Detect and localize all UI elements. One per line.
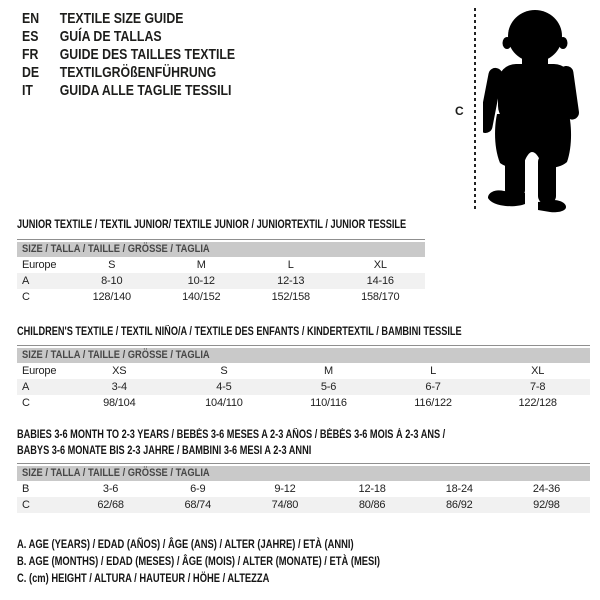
table-row: Europe S M L XL	[17, 257, 425, 273]
table-cell: 104/110	[205, 397, 243, 409]
language-row: FR GUIDE DES TAILLES TEXTILE	[22, 46, 235, 64]
row-label: B	[22, 483, 30, 495]
table-cell: XL	[373, 259, 387, 271]
language-title: TEXTILGRÖßENFÜHRUNG	[59, 64, 217, 81]
table-cell: 8-10	[101, 275, 123, 287]
language-code: ES	[22, 28, 39, 45]
footnote-c: C. (cm) HEIGHT / ALTURA / HAUTEUR / HÖHE…	[17, 571, 270, 585]
table-cell: XL	[531, 365, 545, 377]
table-row: A 8-10 10-12 12-13 14-16	[17, 273, 425, 289]
size-header-label: SIZE / TALLA / TAILLE / GRÖSSE / TAGLIA	[22, 349, 210, 361]
row-label: A	[22, 381, 30, 393]
language-code: IT	[22, 82, 33, 99]
table-cell: S	[108, 259, 116, 271]
table-cell: 128/140	[92, 291, 132, 303]
language-title: GUÍA DE TALLAS	[59, 28, 162, 45]
language-title: GUIDA ALLE TAGLIE TESSILI	[59, 82, 232, 99]
table-cell: 116/122	[414, 397, 452, 409]
language-row: EN TEXTILE SIZE GUIDE	[22, 10, 235, 28]
footnote-legend: A. AGE (YEARS) / EDAD (AÑOS) / ÂGE (ANS)…	[17, 536, 380, 587]
table-cell: 74/80	[271, 499, 299, 511]
language-code: FR	[22, 46, 39, 63]
table-row: Europe XS S M L XL	[17, 363, 590, 379]
row-label: C	[22, 397, 30, 409]
height-measure-dotted-line	[474, 8, 476, 212]
size-header-label: SIZE / TALLA / TAILLE / GRÖSSE / TAGLIA	[22, 243, 210, 255]
table-cell: 12-18	[358, 483, 386, 495]
table-cell: L	[430, 365, 437, 377]
table-cell: 14-16	[366, 275, 394, 287]
language-title-list: EN TEXTILE SIZE GUIDE ES GUÍA DE TALLAS …	[22, 10, 235, 100]
table-row: C 62/68 68/74 74/80 80/86 86/92 92/98	[17, 497, 590, 513]
language-row: ES GUÍA DE TALLAS	[22, 28, 235, 46]
row-label: C	[22, 499, 30, 511]
language-code: EN	[22, 10, 40, 27]
table-cell: 122/128	[518, 397, 557, 409]
table-cell: 9-12	[274, 483, 296, 495]
height-measure-label: C	[455, 104, 464, 118]
table-cell: 80/86	[358, 499, 386, 511]
size-header-bar: SIZE / TALLA / TAILLE / GRÖSSE / TAGLIA	[17, 466, 590, 481]
section-title-babies: BABIES 3-6 MONTH TO 2-3 YEARS / BEBÉS 3-…	[17, 429, 446, 457]
table-row: C 98/104 104/110 110/116 116/122 122/128	[17, 395, 590, 411]
row-label: C	[22, 291, 30, 303]
toddler-silhouette-icon	[483, 10, 579, 213]
language-title: TEXTILE SIZE GUIDE	[59, 10, 184, 27]
table-cell: S	[220, 365, 228, 377]
table-cell: 3-4	[111, 381, 128, 393]
row-label: Europe	[22, 365, 57, 377]
table-cell: M	[196, 259, 206, 271]
table-row: B 3-6 6-9 9-12 12-18 18-24 24-36	[17, 481, 590, 497]
table-cell: 10-12	[187, 275, 215, 287]
footnote-b: B. AGE (MONTHS) / EDAD (MESES) / ÂGE (MO…	[17, 554, 380, 568]
table-cell: L	[287, 259, 294, 271]
table-cell: 18-24	[445, 483, 473, 495]
junior-size-table: SIZE / TALLA / TAILLE / GRÖSSE / TAGLIA …	[17, 239, 425, 305]
table-cell: 12-13	[277, 275, 305, 287]
section-title-children: CHILDREN'S TEXTILE / TEXTIL NIÑO/A / TEX…	[17, 326, 462, 338]
table-cell: 152/158	[271, 291, 311, 303]
row-label: Europe	[22, 259, 57, 271]
table-cell: 140/152	[182, 291, 221, 303]
footnote-a: A. AGE (YEARS) / EDAD (AÑOS) / ÂGE (ANS)…	[17, 537, 354, 551]
table-cell: M	[324, 365, 333, 377]
table-cell: 7-8	[530, 381, 546, 393]
size-header-bar: SIZE / TALLA / TAILLE / GRÖSSE / TAGLIA	[17, 242, 425, 257]
table-row: A 3-4 4-5 5-6 6-7 7-8	[17, 379, 590, 395]
language-row: DE TEXTILGRÖßENFÜHRUNG	[22, 64, 235, 82]
table-cell: 92/98	[533, 499, 560, 511]
table-cell: 68/74	[184, 499, 212, 511]
size-header-label: SIZE / TALLA / TAILLE / GRÖSSE / TAGLIA	[22, 467, 210, 479]
table-cell: 6-9	[190, 483, 206, 495]
table-cell: 6-7	[425, 381, 441, 393]
size-header-bar: SIZE / TALLA / TAILLE / GRÖSSE / TAGLIA	[17, 348, 590, 363]
language-code: DE	[22, 64, 40, 81]
language-title: GUIDE DES TAILLES TEXTILE	[59, 46, 236, 63]
children-size-table: SIZE / TALLA / TAILLE / GRÖSSE / TAGLIA …	[17, 345, 590, 411]
table-cell: 158/170	[361, 291, 400, 303]
row-label: A	[22, 275, 30, 287]
language-row: IT GUIDA ALLE TAGLIE TESSILI	[22, 82, 235, 100]
table-cell: 62/68	[97, 499, 124, 511]
table-cell: 3-6	[102, 483, 119, 495]
table-cell: 86/92	[446, 499, 473, 511]
babies-size-table: SIZE / TALLA / TAILLE / GRÖSSE / TAGLIA …	[17, 463, 590, 513]
table-cell: 4-5	[216, 381, 232, 393]
table-cell: 24-36	[532, 483, 561, 495]
table-cell: 110/116	[310, 397, 347, 409]
section-title-junior: JUNIOR TEXTILE / TEXTIL JUNIOR/ TEXTILE …	[17, 219, 407, 231]
table-cell: 5-6	[320, 381, 337, 393]
table-cell: XS	[112, 365, 127, 377]
table-cell: 98/104	[103, 397, 136, 409]
table-row: C 128/140 140/152 152/158 158/170	[17, 289, 425, 305]
